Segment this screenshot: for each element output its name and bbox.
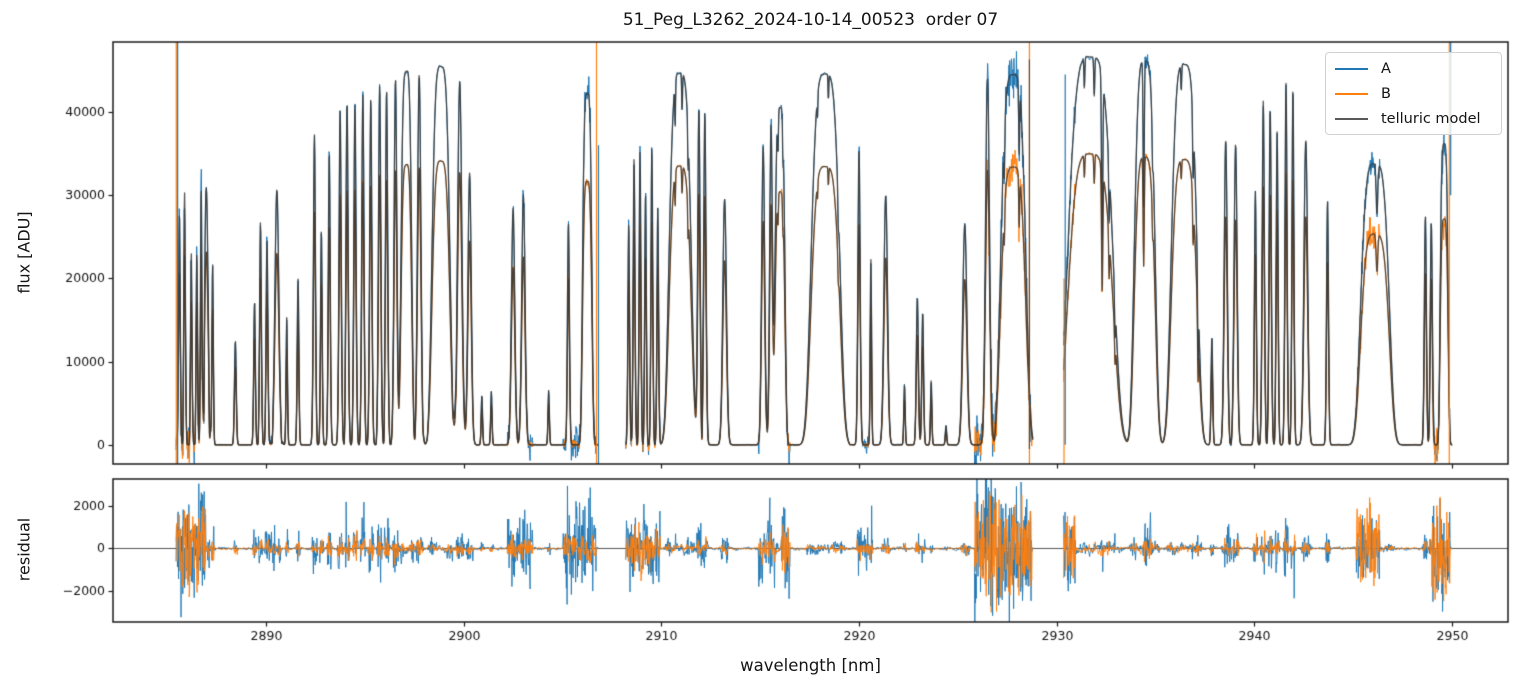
legend-label-a: A [1381, 60, 1391, 77]
legend-entry-b: B [1326, 81, 1501, 106]
wavelength-axis-label: wavelength [nm] [740, 656, 881, 675]
legend-entry-a: A [1326, 56, 1501, 81]
legend-line-telluric-model-icon [1335, 117, 1368, 120]
legend-label-telluric-model: telluric model [1381, 110, 1481, 127]
flux-axis-label: flux [ADU] [14, 211, 34, 294]
plot-title: 51_Peg_L3262_2024-10-14_00523 order 07 [622, 10, 999, 30]
legend-label-b: B [1381, 85, 1391, 102]
legend-line-b-icon [1335, 92, 1368, 95]
legend-line-a-icon [1335, 67, 1368, 70]
residual-axis-label: residual [14, 517, 34, 582]
legend-entry-telluric-model: telluric model [1326, 106, 1501, 131]
legend: A B telluric model [1325, 52, 1502, 135]
